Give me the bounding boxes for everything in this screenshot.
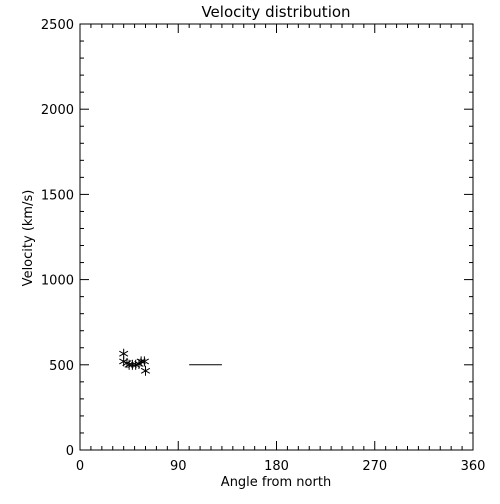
y-tick-label: 1500: [41, 188, 74, 203]
y-tick-label: 1000: [41, 274, 74, 289]
y-tick-label: 0: [66, 444, 74, 459]
data-point-asterisk: [139, 356, 149, 367]
x-tick-label: 360: [461, 459, 486, 474]
x-axis-label: Angle from north: [221, 475, 331, 490]
y-tick-label: 2500: [41, 18, 74, 33]
y-tick-label: 500: [49, 359, 74, 374]
x-tick-label: 0: [76, 459, 84, 474]
y-axis-label: Velocity (km/s): [21, 190, 36, 287]
x-tick-label: 270: [362, 459, 387, 474]
chart-title: Velocity distribution: [201, 3, 350, 21]
x-tick-label: 90: [170, 459, 187, 474]
data-point-asterisk: [140, 365, 151, 376]
y-tick-label: 2000: [41, 103, 74, 118]
data-marks-layer: [119, 348, 222, 376]
axes-layer: 0 90 180 270 360 0 500 1000 1500 2000 2500: [41, 18, 486, 474]
x-tick-label: 180: [264, 459, 289, 474]
